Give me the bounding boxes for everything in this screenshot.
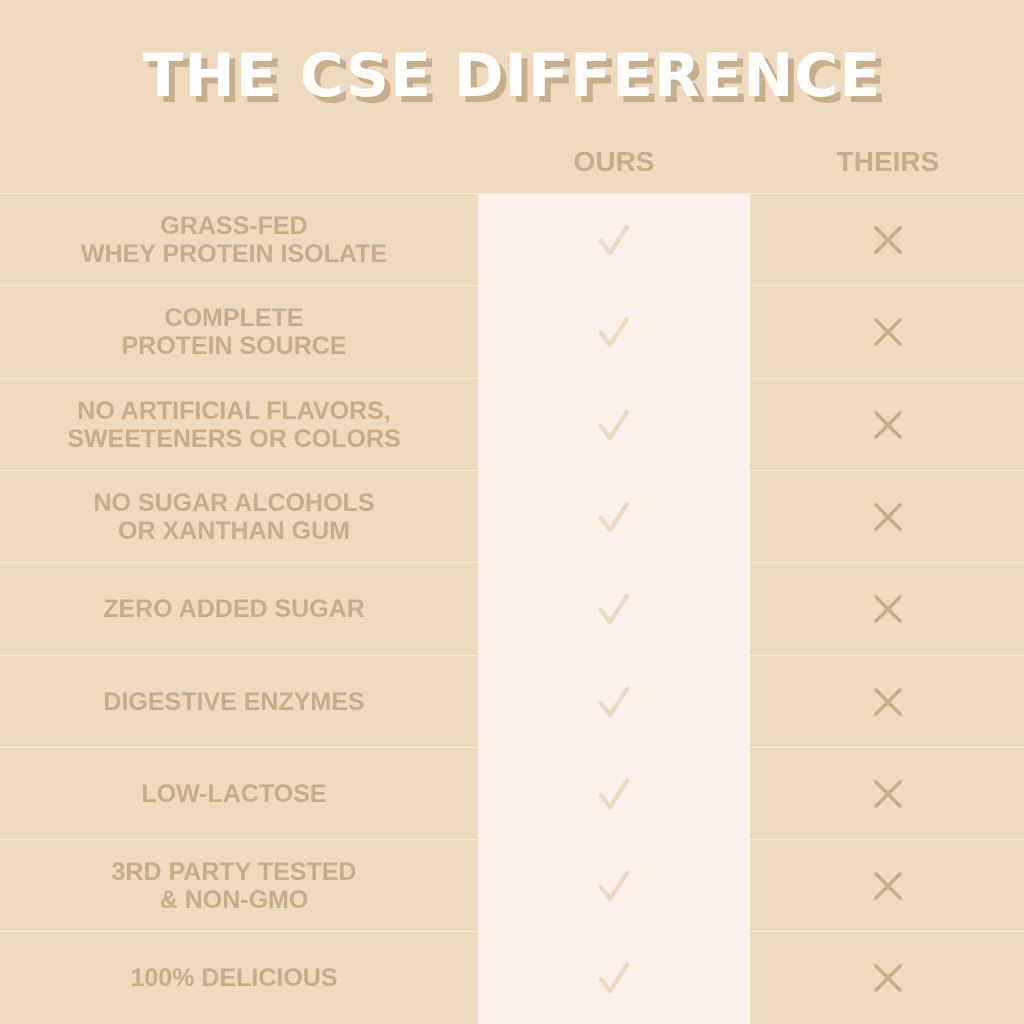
- cross-icon: [752, 194, 1024, 286]
- check-icon: [478, 471, 750, 563]
- comparison-table: GRASS-FED WHEY PROTEIN ISOLATE COMPLETE P…: [0, 193, 1024, 1024]
- table-row: 3RD PARTY TESTED & NON-GMO: [0, 839, 1024, 931]
- check-icon: [478, 748, 750, 840]
- feature-label: NO SUGAR ALCOHOLS OR XANTHAN GUM: [93, 488, 375, 545]
- feature-label: NO ARTIFICIAL FLAVORS, SWEETENERS OR COL…: [67, 396, 401, 453]
- table-row: 100% DELICIOUS: [0, 931, 1024, 1023]
- table-row: LOW-LACTOSE: [0, 746, 1024, 840]
- feature-label: COMPLETE PROTEIN SOURCE: [121, 304, 347, 361]
- check-icon: [478, 932, 750, 1024]
- check-icon: [478, 379, 750, 471]
- feature-label: GRASS-FED WHEY PROTEIN ISOLATE: [80, 212, 388, 268]
- cross-icon: [752, 379, 1024, 471]
- table-row: GRASS-FED WHEY PROTEIN ISOLATE: [0, 193, 1024, 285]
- column-header-theirs: THEIRS: [836, 146, 940, 177]
- cross-icon: [752, 563, 1024, 655]
- feature-label: 3RD PARTY TESTED & NON-GMO: [111, 858, 357, 915]
- cross-icon: [752, 656, 1024, 748]
- page-title: THE CSE DIFFERENCE: [142, 41, 882, 111]
- table-row: NO ARTIFICIAL FLAVORS, SWEETENERS OR COL…: [0, 377, 1024, 471]
- feature-label: LOW-LACTOSE: [141, 779, 327, 808]
- check-icon: [478, 286, 750, 378]
- feature-label: DIGESTIVE ENZYMES: [103, 687, 365, 716]
- check-icon: [478, 840, 750, 932]
- table-row: DIGESTIVE ENZYMES: [0, 654, 1024, 748]
- check-icon: [478, 194, 750, 286]
- cross-icon: [752, 932, 1024, 1024]
- check-icon: [478, 656, 750, 748]
- table-row: ZERO ADDED SUGAR: [0, 562, 1024, 654]
- ours-column-highlight: [478, 193, 750, 1024]
- cross-icon: [752, 840, 1024, 932]
- table-row: NO SUGAR ALCOHOLS OR XANTHAN GUM: [0, 469, 1024, 563]
- cross-icon: [752, 748, 1024, 840]
- feature-label: ZERO ADDED SUGAR: [103, 595, 365, 624]
- cross-icon: [752, 286, 1024, 378]
- table-row: COMPLETE PROTEIN SOURCE: [0, 285, 1024, 377]
- check-icon: [478, 563, 750, 655]
- column-header-ours: OURS: [573, 146, 655, 177]
- cross-icon: [752, 471, 1024, 563]
- feature-label: 100% DELICIOUS: [130, 964, 338, 993]
